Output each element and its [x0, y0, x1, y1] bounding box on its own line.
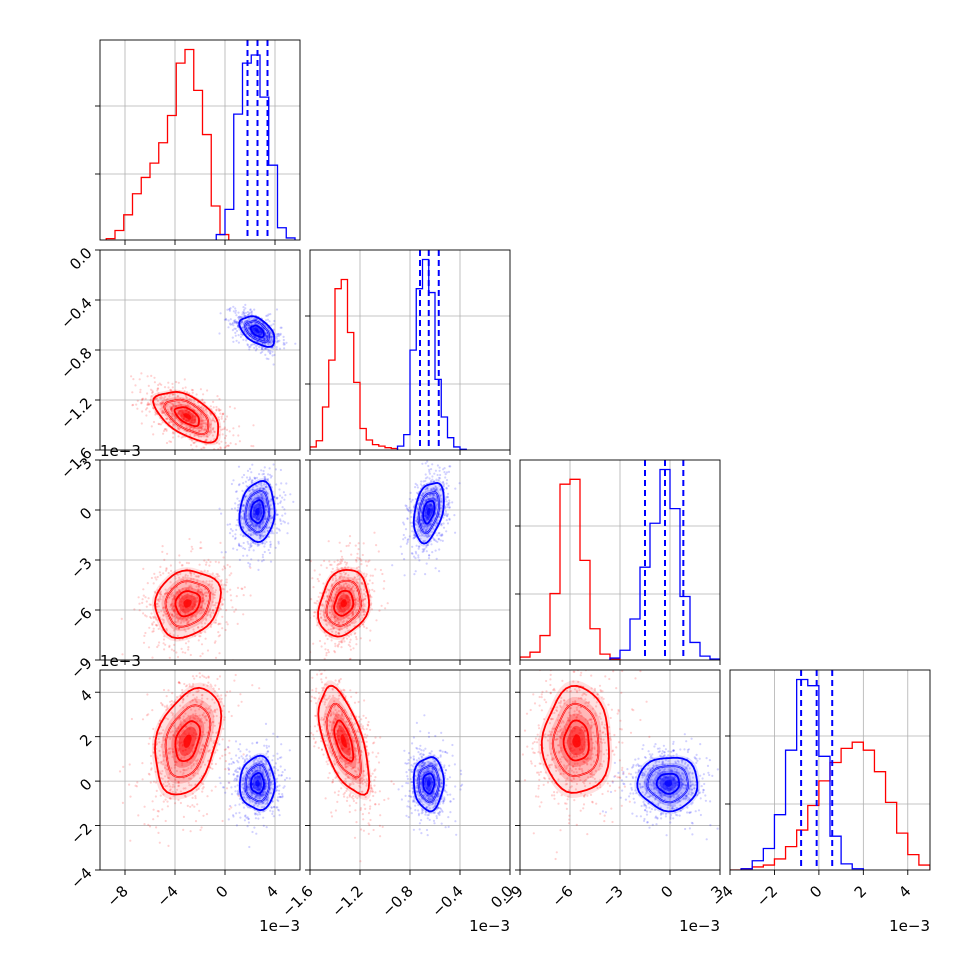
x-tick-label: −8	[103, 882, 131, 910]
x-tick-label: 0	[657, 882, 676, 901]
histogram-group	[730, 680, 930, 870]
y-tick-label: −2	[67, 819, 95, 847]
diagonal-panel-3	[725, 670, 930, 870]
y-tick-label: 0.0	[66, 244, 96, 274]
y-tick-label: −0.8	[57, 344, 95, 382]
y-tick-label: −4	[67, 864, 95, 892]
histogram-group	[310, 260, 466, 450]
y-tick-label: −1.2	[57, 394, 95, 432]
diagonal-panel-0	[95, 40, 300, 240]
y-tick-label: 4	[76, 686, 95, 705]
pair-panel-2-0	[100, 449, 301, 667]
y-offset-label: 1e−3	[100, 442, 141, 460]
density-group	[293, 641, 463, 862]
y-tick-label: 0	[76, 504, 95, 523]
red-histogram-step	[310, 279, 398, 450]
pair-panel-3-2	[502, 626, 731, 870]
x-tick-label: −0.8	[378, 882, 416, 920]
blue-histogram-step	[398, 260, 467, 450]
diagonal-panel-1	[305, 250, 510, 450]
diagonal-panel-2	[515, 460, 720, 660]
y-offset-label: 1e−3	[100, 652, 141, 670]
x-tick-label: −3	[598, 882, 626, 910]
x-tick-label: −0.4	[428, 882, 466, 920]
density-group	[502, 626, 731, 860]
x-offset-label: 1e−3	[469, 917, 510, 935]
axes-frame	[100, 40, 300, 240]
x-offset-label: 1e−3	[259, 917, 300, 935]
x-offset-label: 1e−3	[889, 917, 930, 935]
x-tick-label: 2	[851, 882, 870, 901]
blue-histogram-step	[216, 55, 295, 240]
x-tick-label: 0	[806, 882, 825, 901]
x-tick-label: −2	[753, 882, 781, 910]
x-tick-label: −1.2	[328, 882, 366, 920]
y-tick-label: 2	[76, 731, 95, 750]
y-tick-label: −9	[67, 654, 95, 682]
x-tick-label: 4	[895, 882, 914, 901]
blue-histogram-step	[741, 680, 863, 870]
pair-panel-2-1	[286, 460, 510, 679]
pair-panel-3-0	[100, 638, 300, 870]
y-tick-label: 0	[76, 775, 95, 794]
pair-panel-1-0	[98, 250, 300, 467]
density-group	[286, 460, 460, 679]
x-tick-label: 4	[262, 882, 281, 901]
density-group	[121, 449, 302, 667]
x-tick-label: −6	[548, 882, 576, 910]
x-tick-label: −1.6	[278, 882, 316, 920]
y-tick-label: −0.4	[57, 294, 95, 332]
x-tick-label: 0	[212, 882, 231, 901]
x-offset-label: 1e−3	[679, 917, 720, 935]
x-tick-label: −4	[153, 882, 181, 910]
pair-panel-3-1	[293, 641, 510, 870]
y-tick-label: −3	[67, 554, 95, 582]
y-tick-label: −6	[67, 604, 95, 632]
